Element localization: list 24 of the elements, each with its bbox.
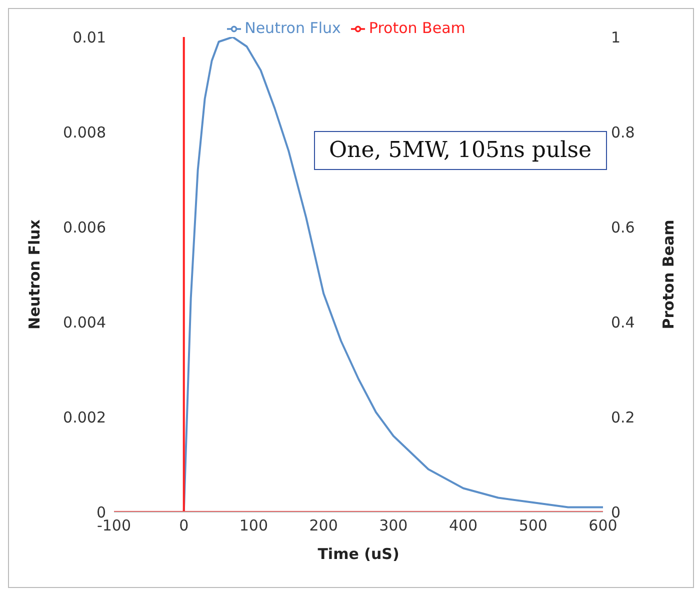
x-tick-label: 500 [518,516,548,535]
y2-tick-label: 0.4 [611,313,635,332]
x-axis-title: Time (uS) [318,545,400,563]
x-tick-label: 100 [239,516,268,535]
x-tick-label: 200 [309,516,338,535]
x-tick-label: -100 [96,516,132,535]
y-tick-label: 0.006 [63,218,106,236]
y2-tick-label: 1 [611,28,621,46]
y-tick-label: 0.002 [63,408,106,426]
x-tick-label: 400 [448,516,478,535]
y-tick-label: 0.01 [72,28,106,46]
y-tick-label: 0.008 [63,123,106,142]
y2-tick-label: 0.8 [611,123,635,142]
x-tick-label: 0 [179,516,189,535]
y2-tick-label: 0.6 [611,218,635,236]
y2-tick-label: 0.2 [611,408,635,426]
x-tick-label: 300 [379,516,408,535]
annotation: One, 5MW, 105ns pulse [314,131,607,170]
legend-label: Proton Beam [368,19,466,37]
y2-axis-title: Proton Beam [659,220,678,330]
x-tick-label: 600 [588,516,618,535]
y-tick-label: 0.004 [63,313,106,332]
legend-label: Neutron Flux [244,19,341,37]
y-axis-title: Neutron Flux [25,219,44,330]
